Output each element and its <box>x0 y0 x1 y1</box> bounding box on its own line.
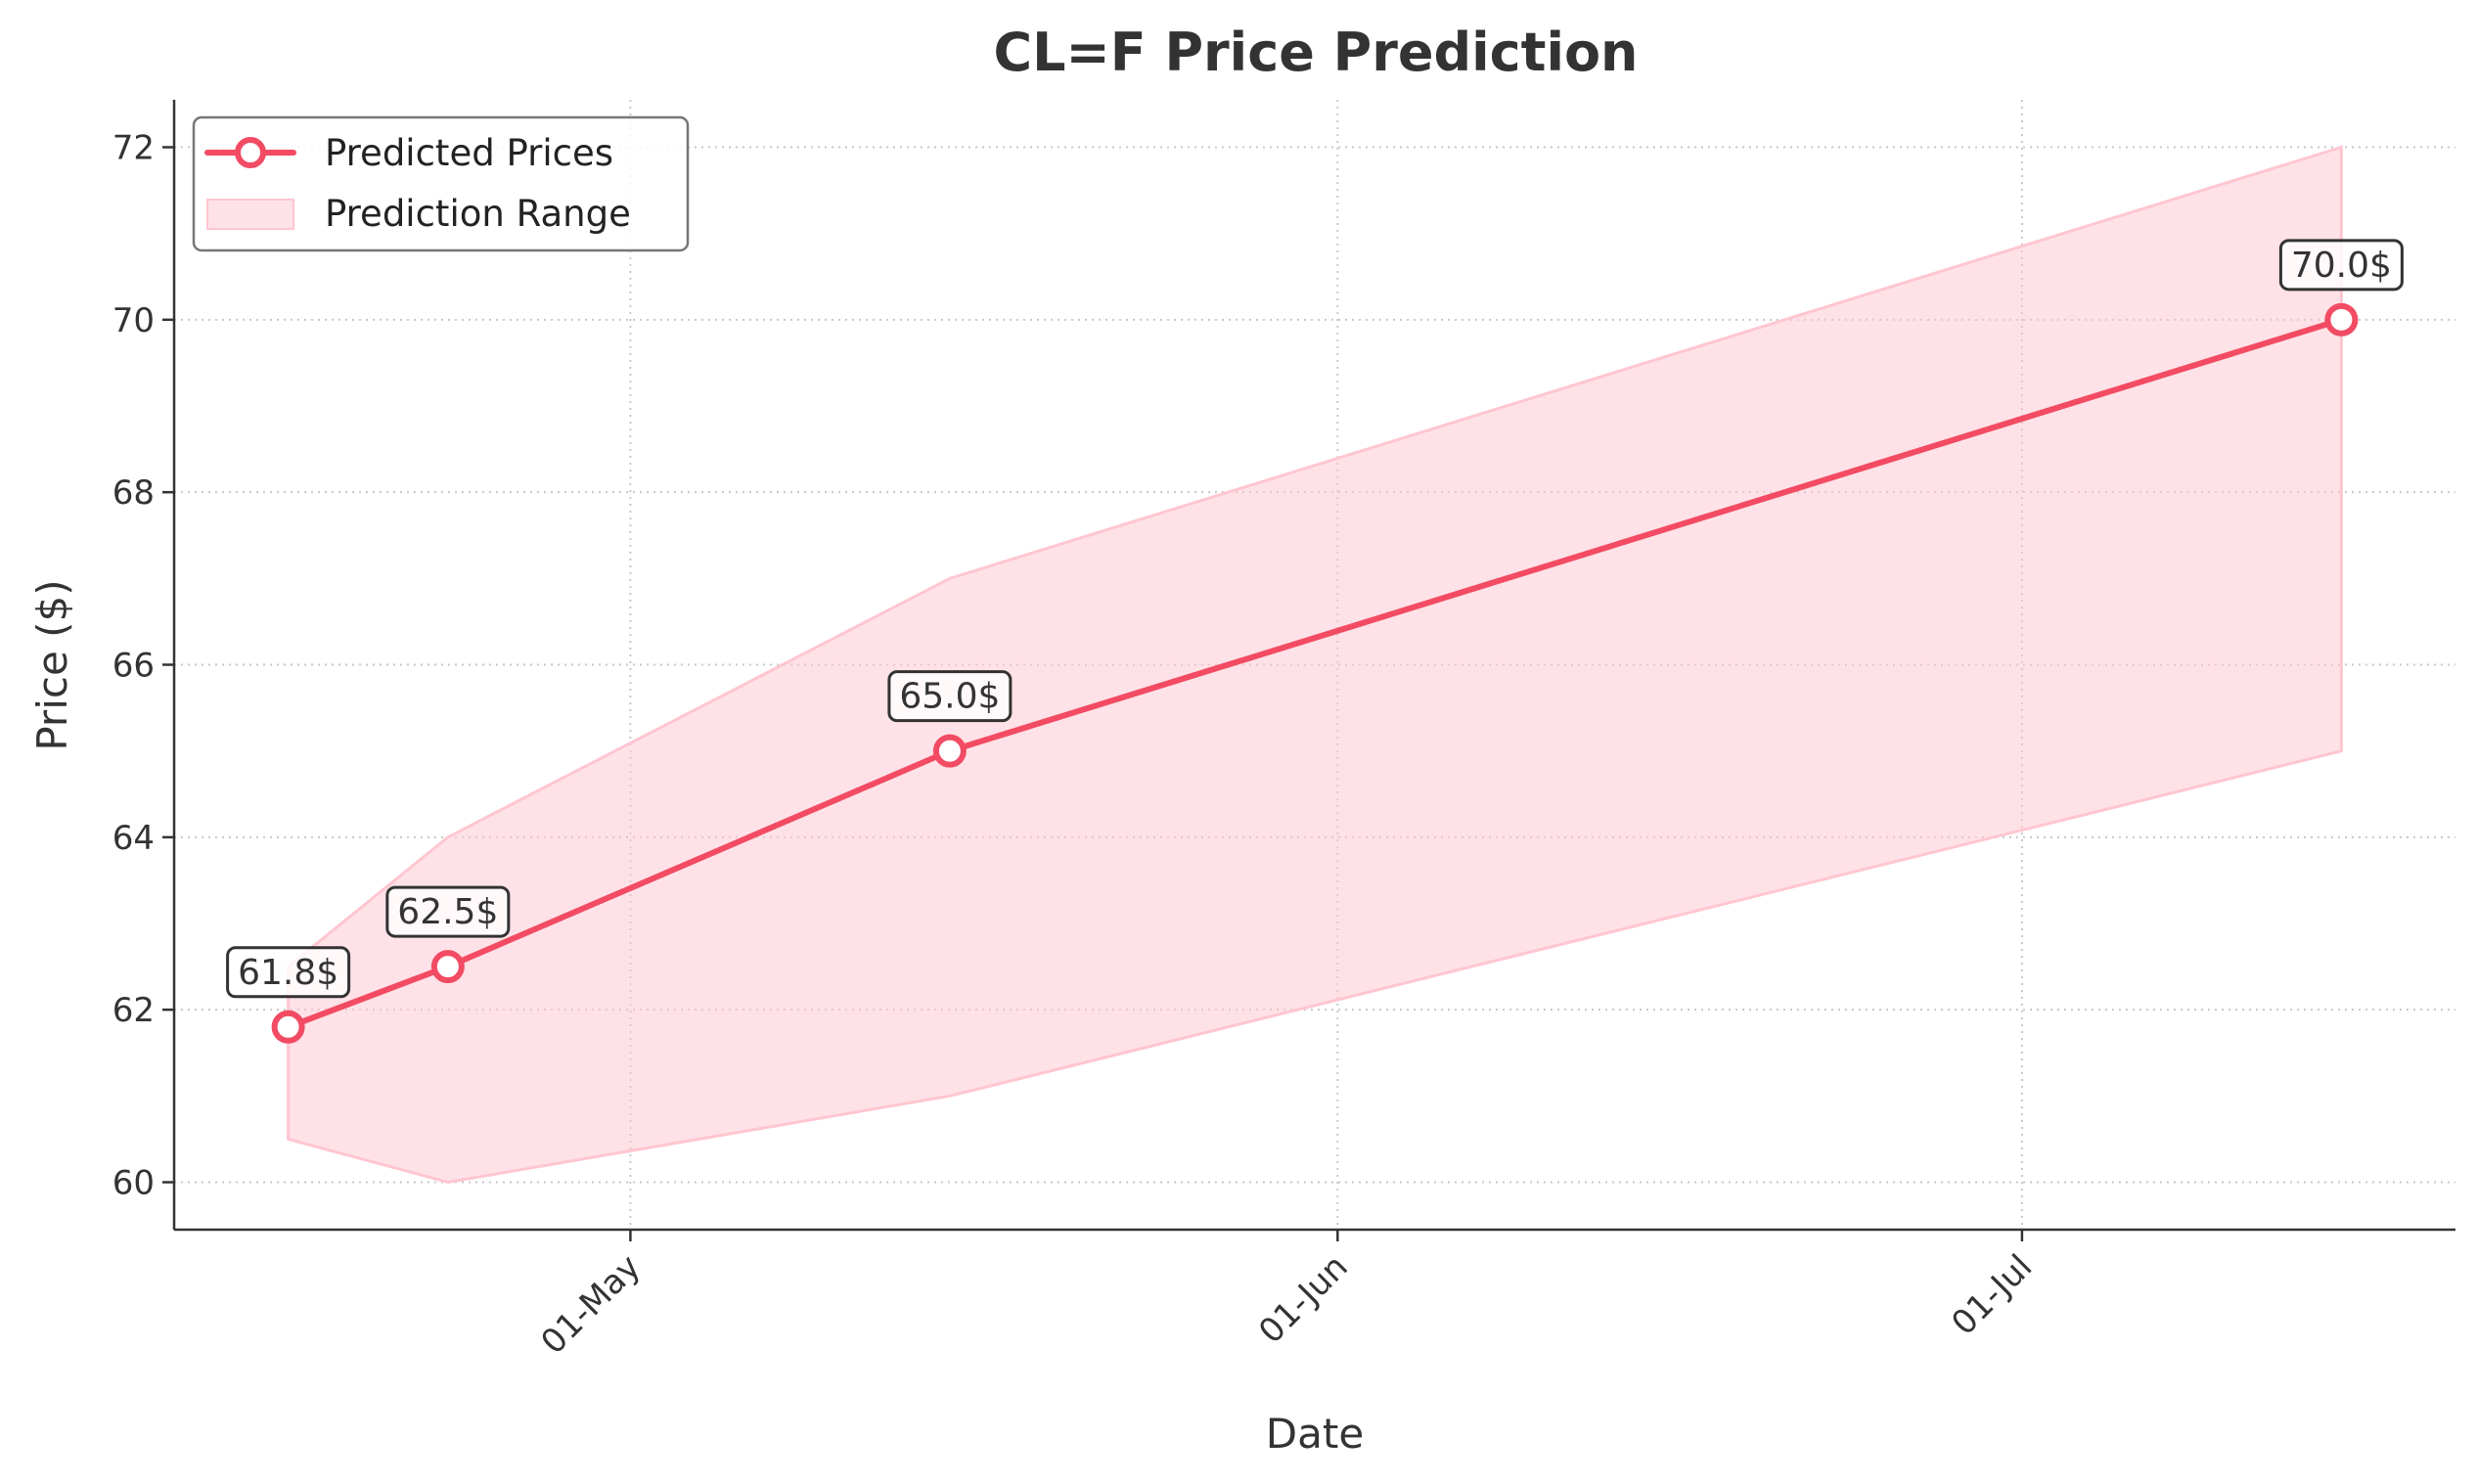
y-ticks: 60 62 64 66 68 70 72 <box>113 128 174 1203</box>
legend-label-prediction-range: Prediction Range <box>325 193 631 235</box>
annotation-label: 70.0$ <box>2291 246 2392 286</box>
value-annotation: 70.0$ <box>2278 239 2404 292</box>
annotation-label: 65.0$ <box>899 677 1000 717</box>
annotation-label: 62.5$ <box>397 892 498 932</box>
y-tick-label: 72 <box>113 128 155 167</box>
legend: Predicted Prices Prediction Range <box>192 115 690 252</box>
data-point-markers <box>271 302 2359 1044</box>
value-annotation: 65.0$ <box>887 670 1013 723</box>
data-point-marker <box>932 734 967 768</box>
data-point-marker <box>271 1010 305 1044</box>
value-annotation: 61.8$ <box>226 946 351 999</box>
data-point-marker <box>430 950 465 984</box>
predicted-prices-line <box>285 316 2345 1030</box>
annotation-label: 61.8$ <box>238 953 338 993</box>
data-point-marker <box>2324 302 2359 337</box>
annotation-box <box>887 670 1013 723</box>
x-axis-label: Date <box>1266 1410 1364 1458</box>
value-annotation: 62.5$ <box>385 885 511 938</box>
predicted-prices-series <box>285 316 2345 1030</box>
y-tick-label: 68 <box>113 473 155 513</box>
prediction-range-area <box>287 145 2343 1185</box>
y-axis-label: Price ($) <box>28 579 76 750</box>
y-tick-label: 62 <box>113 991 155 1030</box>
y-tick-label: 70 <box>113 301 155 340</box>
legend-marker-swatch <box>235 137 266 168</box>
legend-band-swatch <box>206 199 294 230</box>
value-annotations: 61.8$ 62.5$ 65.0$ 70.0$ <box>226 239 2404 999</box>
annotation-box <box>2278 239 2404 292</box>
y-tick-label: 66 <box>113 647 155 686</box>
legend-label-predicted-prices: Predicted Prices <box>325 132 613 174</box>
y-tick-label: 60 <box>113 1164 155 1203</box>
annotation-box <box>226 946 351 999</box>
chart-title: CL=F Price Prediction <box>994 22 1639 83</box>
y-tick-label: 64 <box>113 819 155 858</box>
legend-box <box>192 115 690 252</box>
prediction-range-band <box>287 145 2343 1185</box>
annotation-box <box>385 885 511 938</box>
